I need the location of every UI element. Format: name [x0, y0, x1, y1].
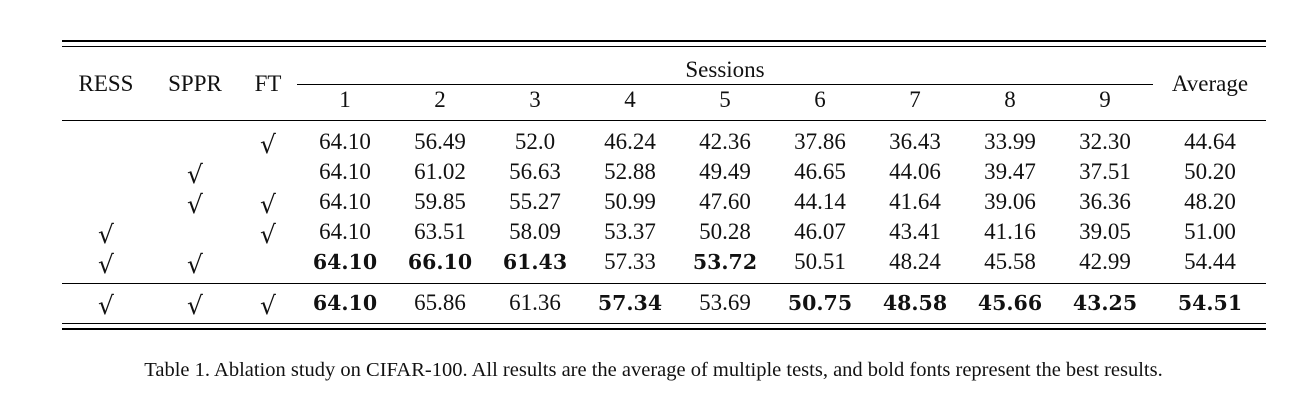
session-7-value: 48.24: [889, 249, 941, 274]
session-2-value: 63.51: [414, 219, 466, 244]
check-mark-ft: √: [260, 130, 276, 159]
session-2-value: 65.86: [414, 290, 466, 315]
session-1-value: 64.10: [319, 129, 371, 154]
check-mark-sppr: √: [187, 250, 203, 279]
session-1-value: 64.10: [319, 219, 371, 244]
session-4-value: 57.33: [604, 249, 656, 274]
session-3-value: 56.63: [509, 159, 561, 184]
session-5-value: 49.49: [699, 159, 751, 184]
header-session-7: 7: [909, 87, 921, 112]
full-model-separator: [62, 283, 1266, 284]
average-value: 54.44: [1184, 249, 1236, 274]
average-value: 51.00: [1184, 219, 1236, 244]
header-session-2: 2: [434, 87, 446, 112]
session-5-value: 53.69: [699, 290, 751, 315]
session-2-value: 66.10: [407, 250, 473, 274]
check-mark-ft: √: [260, 291, 276, 320]
session-9-value: 39.05: [1079, 219, 1131, 244]
header-average: Average: [1171, 71, 1249, 96]
session-9-value: 42.99: [1079, 249, 1131, 274]
session-6-value: 50.75: [787, 291, 853, 315]
header-session-1: 1: [339, 87, 351, 112]
session-5-value: 50.28: [699, 219, 751, 244]
session-7-value: 44.06: [889, 159, 941, 184]
check-mark-ft: √: [260, 220, 276, 249]
top-rule-outer: [62, 40, 1266, 42]
session-3-value: 58.09: [509, 219, 561, 244]
session-6-value: 50.51: [794, 249, 846, 274]
average-value: 50.20: [1184, 159, 1236, 184]
top-rule-inner: [62, 46, 1266, 47]
check-mark-sppr: √: [187, 190, 203, 219]
session-2-value: 56.49: [414, 129, 466, 154]
header-sppr: SPPR: [168, 71, 222, 96]
header-ft: FT: [254, 71, 282, 96]
check-mark-ress: √: [98, 220, 114, 249]
session-9-value: 43.25: [1072, 291, 1138, 315]
session-7-value: 36.43: [889, 129, 941, 154]
session-5-value: 42.36: [699, 129, 751, 154]
session-6-value: 46.07: [794, 219, 846, 244]
session-1-value: 64.10: [312, 291, 378, 315]
session-5-value: 47.60: [699, 189, 751, 214]
session-3-value: 55.27: [509, 189, 561, 214]
session-9-value: 36.36: [1079, 189, 1131, 214]
session-7-value: 48.58: [882, 291, 948, 315]
session-8-value: 41.16: [984, 219, 1036, 244]
session-8-value: 45.66: [977, 291, 1043, 315]
header-session-5: 5: [719, 87, 731, 112]
session-2-value: 59.85: [414, 189, 466, 214]
session-8-value: 33.99: [984, 129, 1036, 154]
header-ress: RESS: [78, 71, 134, 96]
header-session-3: 3: [529, 87, 541, 112]
bottom-rule-inner: [62, 323, 1266, 324]
header-rule: [62, 120, 1266, 121]
session-8-value: 45.58: [984, 249, 1036, 274]
average-value: 54.51: [1177, 291, 1243, 315]
header-session-8: 8: [1004, 87, 1016, 112]
session-9-value: 37.51: [1079, 159, 1131, 184]
session-1-value: 64.10: [312, 250, 378, 274]
session-4-value: 50.99: [604, 189, 656, 214]
session-7-value: 41.64: [889, 189, 941, 214]
check-mark-sppr: √: [187, 160, 203, 189]
average-value: 48.20: [1184, 189, 1236, 214]
check-mark-ft: √: [260, 190, 276, 219]
session-1-value: 64.10: [319, 159, 371, 184]
header-session-6: 6: [814, 87, 826, 112]
session-4-value: 57.34: [597, 291, 663, 315]
session-1-value: 64.10: [319, 189, 371, 214]
session-5-value: 53.72: [692, 250, 758, 274]
header-session-4: 4: [624, 87, 636, 112]
average-value: 44.64: [1184, 129, 1236, 154]
session-7-value: 43.41: [889, 219, 941, 244]
session-2-value: 61.02: [414, 159, 466, 184]
check-mark-ress: √: [98, 250, 114, 279]
table-caption: Table 1. Ablation study on CIFAR-100. Al…: [144, 359, 1163, 381]
check-mark-sppr: √: [187, 291, 203, 320]
session-9-value: 32.30: [1079, 129, 1131, 154]
bottom-rule-outer: [62, 328, 1266, 330]
session-8-value: 39.47: [984, 159, 1036, 184]
session-8-value: 39.06: [984, 189, 1036, 214]
check-mark-ress: √: [98, 291, 114, 320]
header-session-9: 9: [1099, 87, 1111, 112]
sessions-underline: [297, 84, 1153, 85]
session-6-value: 37.86: [794, 129, 846, 154]
session-6-value: 44.14: [794, 189, 846, 214]
header-sessions: Sessions: [685, 57, 765, 82]
session-3-value: 61.43: [502, 250, 568, 274]
session-4-value: 46.24: [604, 129, 656, 154]
session-3-value: 52.0: [514, 129, 556, 154]
session-6-value: 46.65: [794, 159, 846, 184]
session-3-value: 61.36: [509, 290, 561, 315]
session-4-value: 53.37: [604, 219, 656, 244]
session-4-value: 52.88: [604, 159, 656, 184]
